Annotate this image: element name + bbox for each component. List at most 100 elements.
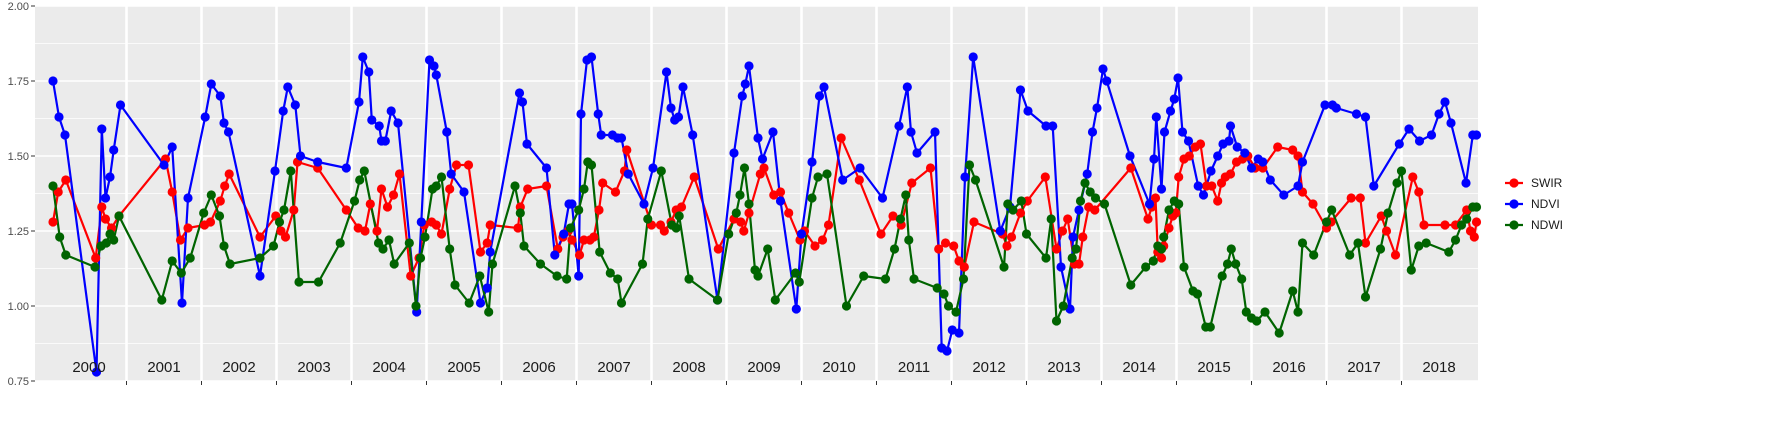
- data-point-ndvi: [278, 106, 288, 116]
- data-point-ndwi: [279, 205, 289, 215]
- data-point-ndvi: [1193, 181, 1203, 191]
- data-point-swir: [676, 202, 687, 212]
- data-point-ndwi: [1174, 199, 1184, 209]
- data-point-swir: [610, 187, 621, 197]
- data-point-swir: [1419, 220, 1429, 230]
- data-point-swir: [382, 202, 393, 212]
- data-point-ndvi: [1056, 262, 1066, 272]
- data-point-ndvi: [1434, 109, 1444, 119]
- data-point-swir: [1440, 220, 1450, 230]
- legend: SWIR NDVI NDWI: [1505, 176, 1563, 232]
- data-point-ndwi: [671, 223, 681, 233]
- data-point-ndvi: [482, 283, 492, 293]
- data-point-ndvi: [1471, 130, 1482, 140]
- data-point-ndwi: [605, 268, 615, 278]
- data-point-ndvi: [661, 67, 672, 77]
- data-point-swir: [289, 205, 299, 215]
- data-point-ndvi: [313, 157, 323, 167]
- data-point-swir: [744, 208, 754, 218]
- data-point-swir: [341, 205, 351, 215]
- data-point-ndvi: [1224, 136, 1234, 146]
- y-tick-label: 1.25: [8, 226, 29, 238]
- data-point-ndvi: [354, 97, 364, 107]
- data-point-ndwi: [1080, 178, 1090, 188]
- data-point-ndwi: [167, 256, 177, 266]
- data-point-swir: [1002, 241, 1012, 251]
- data-point-swir: [954, 256, 964, 266]
- data-point-ndvi: [60, 130, 70, 140]
- data-point-ndwi: [101, 238, 111, 248]
- data-point-ndwi: [1252, 316, 1262, 326]
- data-point-ndwi: [1222, 259, 1233, 269]
- data-point-ndwi: [1003, 199, 1013, 209]
- data-point-swir: [1390, 250, 1401, 260]
- data-point-swir: [388, 190, 399, 200]
- legend-key-point: [1509, 178, 1519, 188]
- data-point-ndwi: [565, 223, 576, 233]
- data-point-ndvi: [616, 133, 627, 143]
- data-point-swir: [431, 220, 441, 230]
- data-point-ndwi: [515, 208, 525, 218]
- data-point-swir: [574, 250, 585, 260]
- data-point-ndvi: [559, 229, 569, 239]
- data-point-swir: [775, 187, 786, 197]
- data-point-swir: [463, 160, 474, 170]
- data-point-ndvi: [648, 163, 658, 173]
- data-point-ndwi: [1067, 253, 1077, 263]
- data-point-ndwi: [1353, 238, 1363, 248]
- data-point-ndwi: [880, 274, 891, 284]
- data-point-ndvi: [1331, 103, 1341, 113]
- data-point-ndvi: [1023, 106, 1033, 116]
- legend-label-ndvi: NDVI: [1531, 197, 1560, 211]
- year-label: 2013: [1047, 359, 1080, 376]
- data-point-swir: [1006, 232, 1017, 242]
- year-label: 2017: [1347, 359, 1380, 376]
- data-point-ndwi: [616, 298, 627, 308]
- year-label: 2006: [522, 359, 555, 376]
- data-point-ndwi: [1192, 289, 1203, 299]
- data-point-ndvi: [393, 118, 403, 128]
- data-point-ndwi: [1058, 301, 1068, 311]
- data-point-swir: [167, 187, 177, 197]
- data-point-ndvi: [678, 82, 688, 92]
- data-point-ndwi: [1421, 238, 1431, 248]
- data-point-swir: [1308, 199, 1318, 209]
- year-label: 2008: [672, 359, 705, 376]
- year-label: 2016: [1272, 359, 1305, 376]
- data-point-ndwi: [109, 235, 119, 245]
- data-point-swir: [91, 253, 101, 263]
- data-point-ndwi: [1099, 199, 1110, 209]
- data-point-swir: [1078, 232, 1088, 242]
- data-point-ndwi: [1241, 307, 1251, 317]
- data-point-swir: [1051, 244, 1062, 254]
- data-point-swir: [1273, 142, 1283, 152]
- data-point-ndwi: [1041, 253, 1051, 263]
- data-point-swir: [1040, 172, 1050, 182]
- series-points: [48, 52, 1482, 377]
- data-point-ndwi: [185, 253, 195, 263]
- data-point-ndwi: [274, 217, 285, 227]
- data-point-ndvi: [270, 166, 280, 176]
- data-point-ndvi: [576, 109, 586, 119]
- data-point-swir: [940, 238, 951, 248]
- y-tick-label: 2.00: [8, 1, 29, 13]
- data-point-ndwi: [1456, 220, 1467, 230]
- data-point-ndwi: [225, 259, 235, 269]
- data-point-ndvi: [791, 304, 801, 314]
- data-point-ndvi: [1048, 121, 1058, 131]
- data-point-ndvi: [380, 136, 390, 146]
- data-point-swir: [969, 217, 979, 227]
- data-point-ndvi: [1246, 163, 1257, 173]
- legend-label-swir: SWIR: [1531, 176, 1563, 190]
- data-point-swir: [1471, 217, 1482, 227]
- data-point-ndwi: [219, 241, 229, 251]
- y-tick-label: 0.75: [8, 376, 29, 388]
- data-point-ndvi: [902, 82, 912, 92]
- data-point-swir: [598, 178, 608, 188]
- data-point-swir: [1195, 139, 1206, 149]
- data-point-ndvi: [744, 61, 754, 71]
- y-tick-label: 1.75: [8, 76, 29, 88]
- data-point-ndwi: [964, 160, 975, 170]
- data-point-ndvi: [1087, 127, 1098, 137]
- data-point-ndvi: [1232, 142, 1242, 152]
